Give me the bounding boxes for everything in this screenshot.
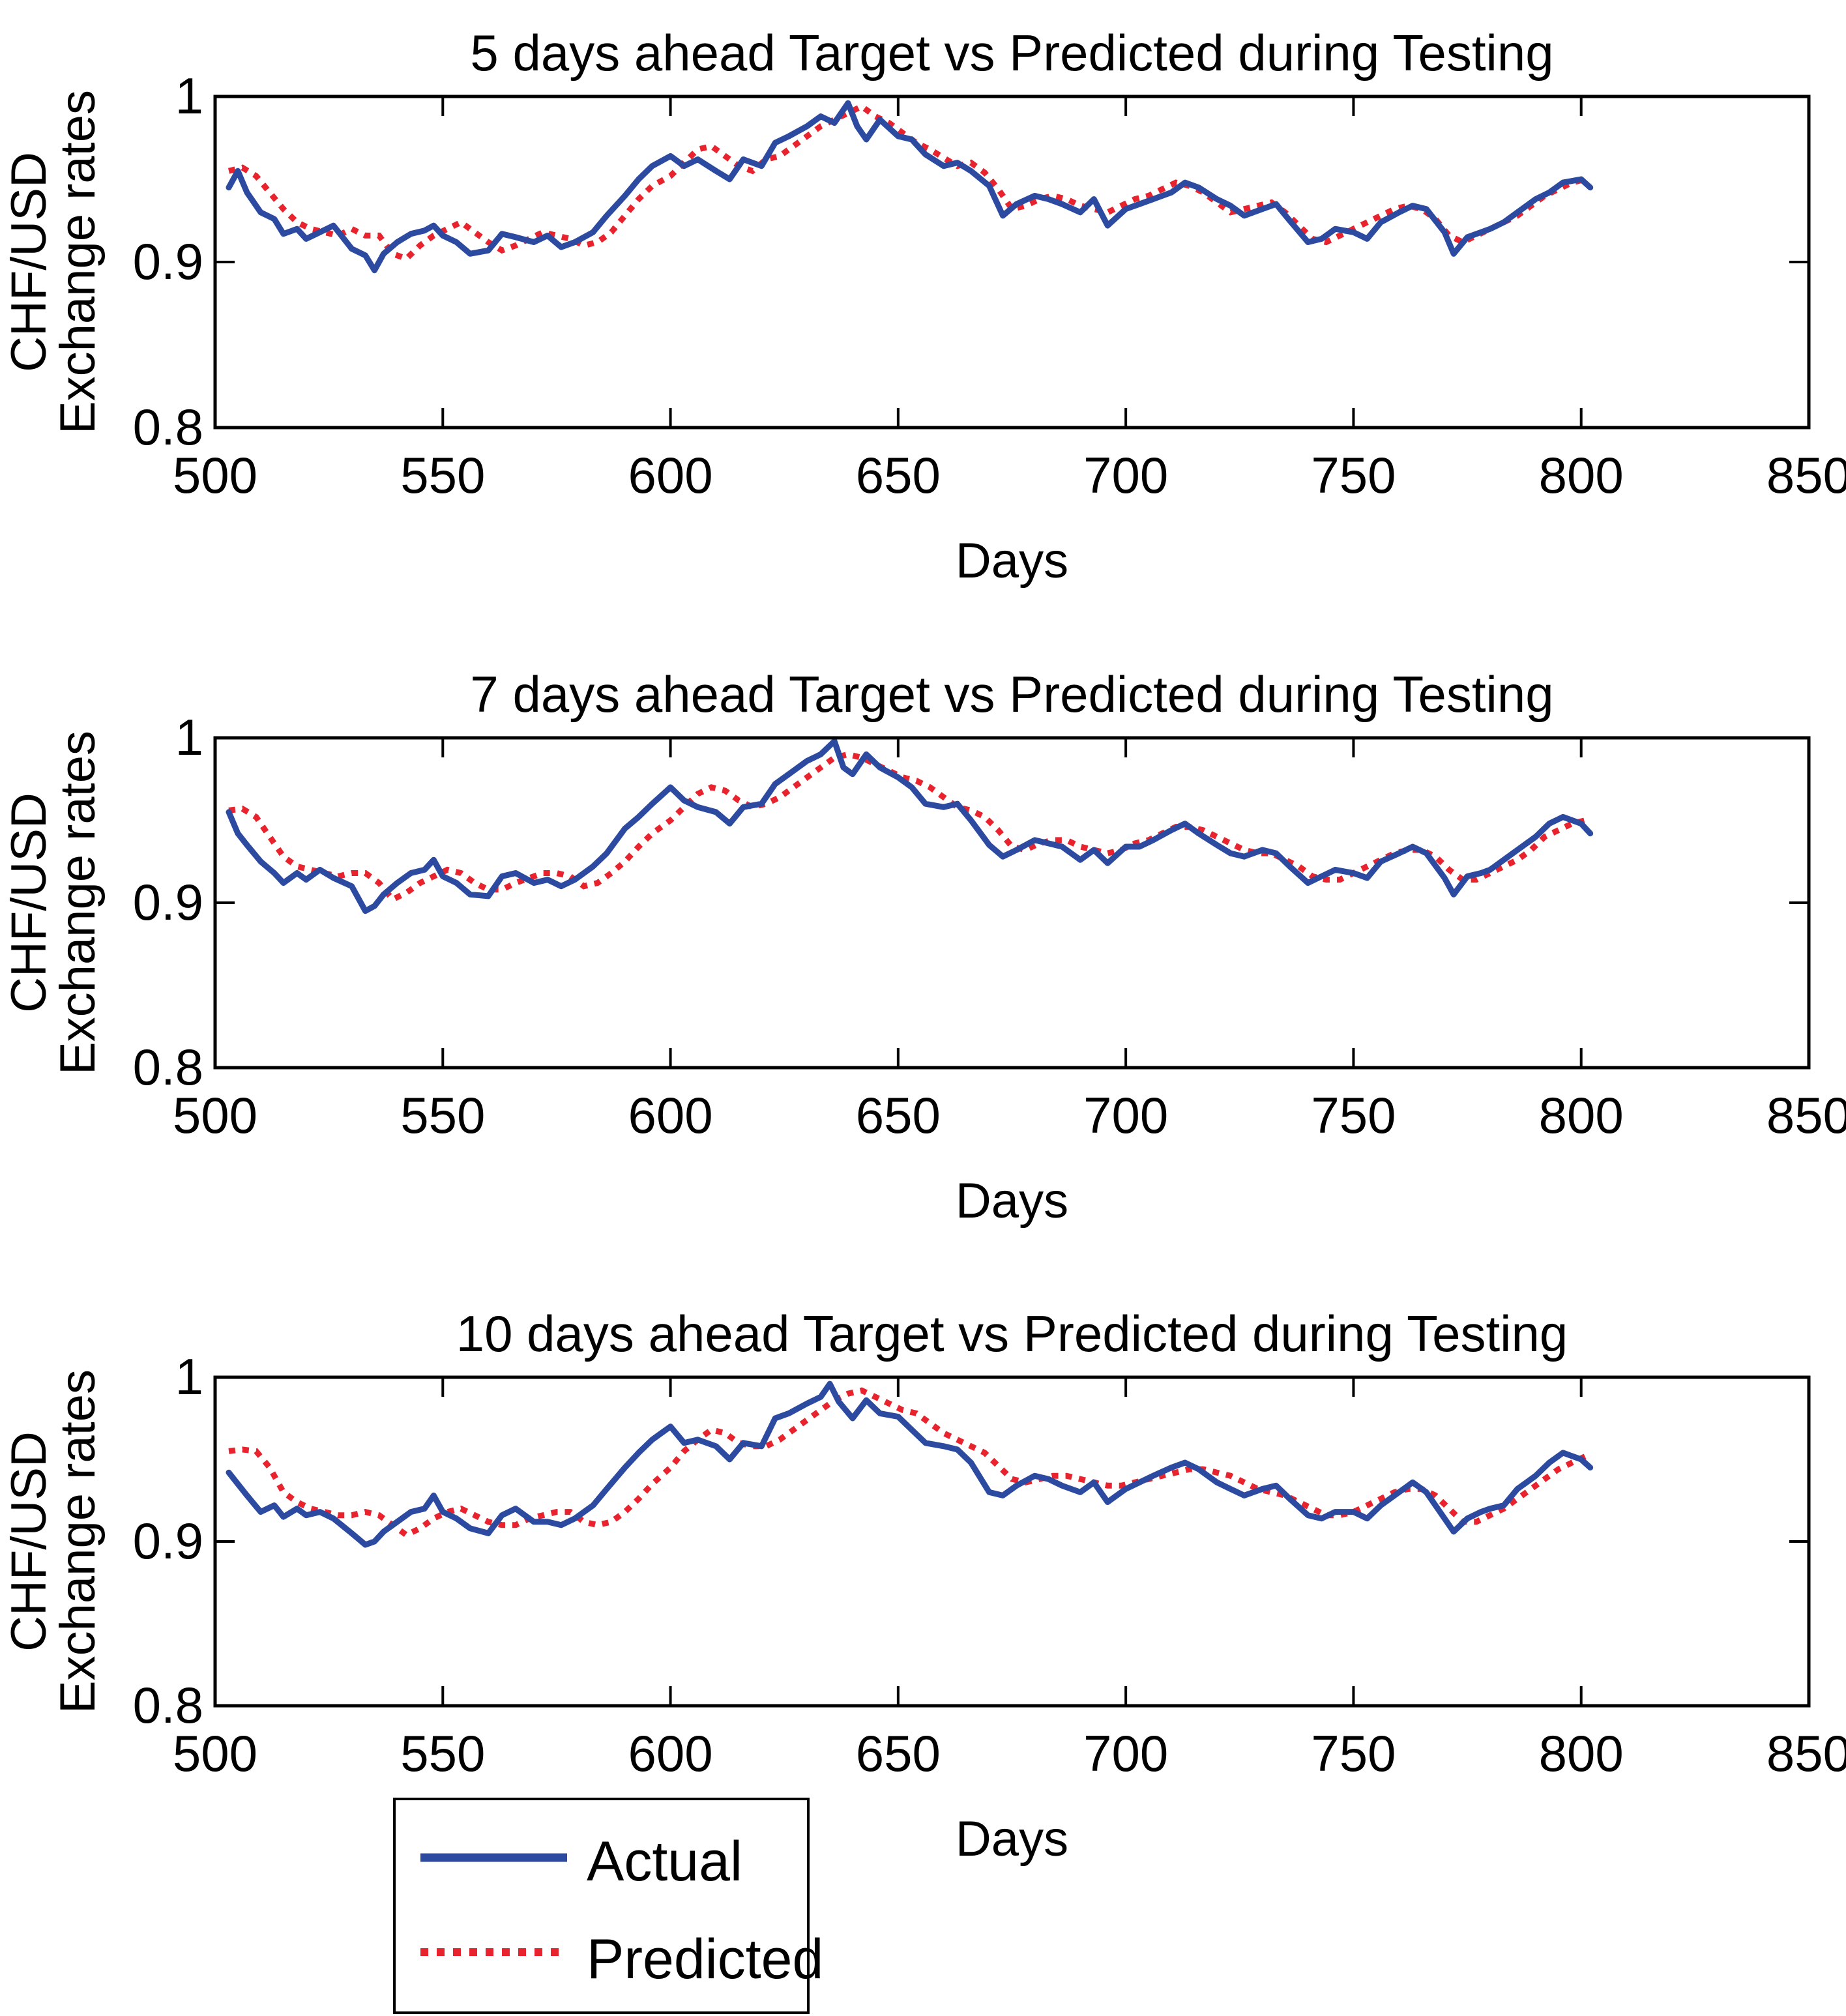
x-tick-label: 800 [1539,1087,1624,1144]
chart-title: 7 days ahead Target vs Predicted during … [470,665,1553,723]
y-tick-label: 1 [175,709,203,766]
x-tick-label: 750 [1311,1725,1396,1782]
series-actual-line [226,738,1594,914]
series-predicted-line [227,102,1587,263]
y-tick-label: 0.9 [133,1512,203,1570]
legend-predicted-label: Predicted [587,1928,823,1991]
series-actual-line [226,100,1594,274]
y-tick-label: 1 [175,1348,203,1405]
chart-title: 10 days ahead Target vs Predicted during… [456,1305,1568,1362]
x-tick-label: 600 [628,1087,713,1144]
plot-area-frame [213,95,1811,430]
plot-area-frame [213,736,1811,1070]
y-axis-label-line1: CHF/USD [1,152,57,372]
x-tick-label: 700 [1083,1725,1168,1782]
x-axis-label: Days [956,1173,1068,1229]
x-tick-label: 700 [1083,446,1168,504]
x-tick-label: 500 [173,1087,257,1144]
x-tick-label: 700 [1083,1087,1168,1144]
y-axis-label-line1: CHF/USD [1,793,57,1013]
x-tick-label: 550 [400,446,485,504]
x-tick-label: 850 [1766,1725,1846,1782]
x-tick-label: 650 [856,446,941,504]
y-tick-label: 0.8 [133,398,203,456]
series-actual-line [226,1381,1594,1548]
subplot-7-days: 7 days ahead Target vs Predicted during … [1,665,1846,1229]
subplot-5-days: 5 days ahead Target vs Predicted during … [1,24,1846,589]
legend-box [393,1798,810,2014]
x-tick-label: 550 [400,1087,485,1144]
x-tick-label: 500 [173,446,257,504]
legend: Actual Predicted [393,1798,823,2014]
plot-area-frame [213,1375,1811,1708]
x-tick-label: 850 [1766,446,1846,504]
y-axis-label-line1: CHF/USD [1,1431,57,1652]
x-tick-label: 800 [1539,446,1624,504]
y-tick-label: 0.8 [133,1038,203,1096]
x-tick-label: 650 [856,1087,941,1144]
y-axis-label-line2: Exchange rates [50,731,106,1075]
y-tick-label: 0.9 [133,873,203,931]
legend-actual-label: Actual [587,1830,742,1893]
y-axis-label-line2: Exchange rates [50,1369,106,1714]
x-tick-label: 750 [1311,1087,1396,1144]
x-axis-label: Days [956,533,1068,589]
x-tick-label: 750 [1311,446,1396,504]
y-tick-label: 0.9 [133,233,203,290]
x-tick-label: 850 [1766,1087,1846,1144]
x-tick-label: 600 [628,446,713,504]
x-tick-label: 500 [173,1725,257,1782]
chart-title: 5 days ahead Target vs Predicted during … [470,24,1553,81]
y-tick-label: 1 [175,67,203,124]
subplot-10-days: 10 days ahead Target vs Predicted during… [1,1305,1846,1867]
y-tick-label: 0.8 [133,1676,203,1734]
y-axis-label-line2: Exchange rates [50,90,106,434]
x-tick-label: 650 [856,1725,941,1782]
x-tick-label: 550 [400,1725,485,1782]
x-axis-label: Days [956,1811,1068,1867]
x-tick-label: 800 [1539,1725,1624,1782]
x-tick-label: 600 [628,1725,713,1782]
